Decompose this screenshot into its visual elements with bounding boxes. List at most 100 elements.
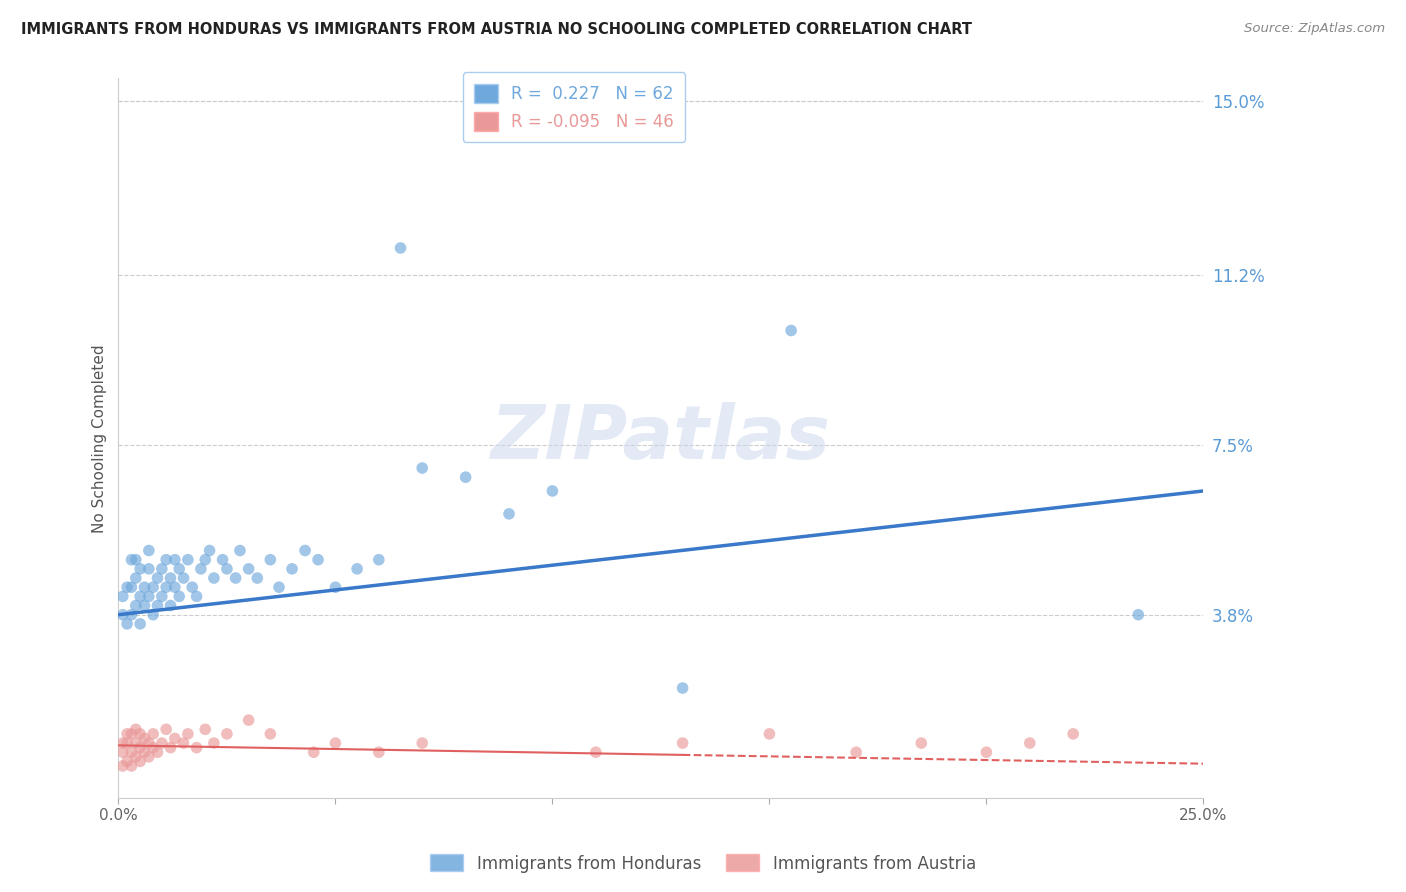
Point	[411, 461, 433, 475]
Point	[215, 562, 238, 576]
Point	[138, 562, 160, 576]
Point	[202, 571, 225, 585]
Point	[120, 552, 142, 566]
Point	[1128, 607, 1150, 622]
Point	[129, 740, 152, 755]
Point	[585, 745, 607, 759]
Legend: Immigrants from Honduras, Immigrants from Austria: Immigrants from Honduras, Immigrants fro…	[423, 847, 983, 880]
Point	[186, 740, 208, 755]
Point	[389, 241, 412, 255]
Point	[125, 736, 148, 750]
Point	[120, 759, 142, 773]
Point	[173, 736, 195, 750]
Point	[115, 616, 138, 631]
Point	[246, 571, 269, 585]
Point	[229, 543, 252, 558]
Point	[780, 324, 803, 338]
Point	[111, 607, 134, 622]
Point	[138, 590, 160, 604]
Point	[138, 749, 160, 764]
Point	[129, 727, 152, 741]
Point	[671, 681, 693, 695]
Point	[134, 745, 156, 759]
Text: Source: ZipAtlas.com: Source: ZipAtlas.com	[1244, 22, 1385, 36]
Point	[163, 552, 186, 566]
Legend: R =  0.227   N = 62, R = -0.095   N = 46: R = 0.227 N = 62, R = -0.095 N = 46	[463, 72, 686, 143]
Point	[325, 580, 347, 594]
Point	[125, 552, 148, 566]
Point	[129, 590, 152, 604]
Point	[125, 599, 148, 613]
Point	[186, 590, 208, 604]
Point	[115, 736, 138, 750]
Point	[125, 723, 148, 737]
Point	[129, 755, 152, 769]
Point	[1018, 736, 1040, 750]
Point	[177, 727, 200, 741]
Point	[111, 759, 134, 773]
Point	[845, 745, 868, 759]
Text: ZIPatlas: ZIPatlas	[491, 401, 831, 475]
Point	[346, 562, 368, 576]
Point	[138, 736, 160, 750]
Point	[173, 571, 195, 585]
Point	[190, 562, 212, 576]
Point	[281, 562, 304, 576]
Point	[294, 543, 316, 558]
Point	[976, 745, 998, 759]
Point	[411, 736, 433, 750]
Point	[142, 607, 165, 622]
Point	[167, 562, 190, 576]
Point	[125, 749, 148, 764]
Point	[150, 590, 173, 604]
Point	[498, 507, 520, 521]
Point	[163, 580, 186, 594]
Point	[671, 736, 693, 750]
Point	[155, 580, 177, 594]
Point	[125, 571, 148, 585]
Point	[225, 571, 247, 585]
Point	[155, 723, 177, 737]
Point	[259, 552, 281, 566]
Point	[150, 736, 173, 750]
Point	[259, 727, 281, 741]
Point	[129, 562, 152, 576]
Point	[146, 571, 169, 585]
Point	[159, 599, 181, 613]
Point	[115, 580, 138, 594]
Point	[146, 745, 169, 759]
Text: IMMIGRANTS FROM HONDURAS VS IMMIGRANTS FROM AUSTRIA NO SCHOOLING COMPLETED CORRE: IMMIGRANTS FROM HONDURAS VS IMMIGRANTS F…	[21, 22, 972, 37]
Point	[142, 740, 165, 755]
Point	[134, 731, 156, 746]
Point	[181, 580, 204, 594]
Point	[120, 745, 142, 759]
Point	[163, 731, 186, 746]
Point	[758, 727, 780, 741]
Point	[111, 745, 134, 759]
Point	[159, 571, 181, 585]
Point	[194, 723, 217, 737]
Point	[120, 727, 142, 741]
Y-axis label: No Schooling Completed: No Schooling Completed	[93, 344, 107, 533]
Point	[267, 580, 290, 594]
Point	[325, 736, 347, 750]
Point	[211, 552, 233, 566]
Point	[307, 552, 329, 566]
Point	[238, 713, 260, 727]
Point	[115, 755, 138, 769]
Point	[120, 580, 142, 594]
Point	[167, 590, 190, 604]
Point	[198, 543, 221, 558]
Point	[541, 483, 564, 498]
Point	[238, 562, 260, 576]
Point	[367, 745, 389, 759]
Point	[111, 590, 134, 604]
Point	[134, 580, 156, 594]
Point	[194, 552, 217, 566]
Point	[150, 562, 173, 576]
Point	[1062, 727, 1084, 741]
Point	[202, 736, 225, 750]
Point	[367, 552, 389, 566]
Point	[159, 740, 181, 755]
Point	[454, 470, 477, 484]
